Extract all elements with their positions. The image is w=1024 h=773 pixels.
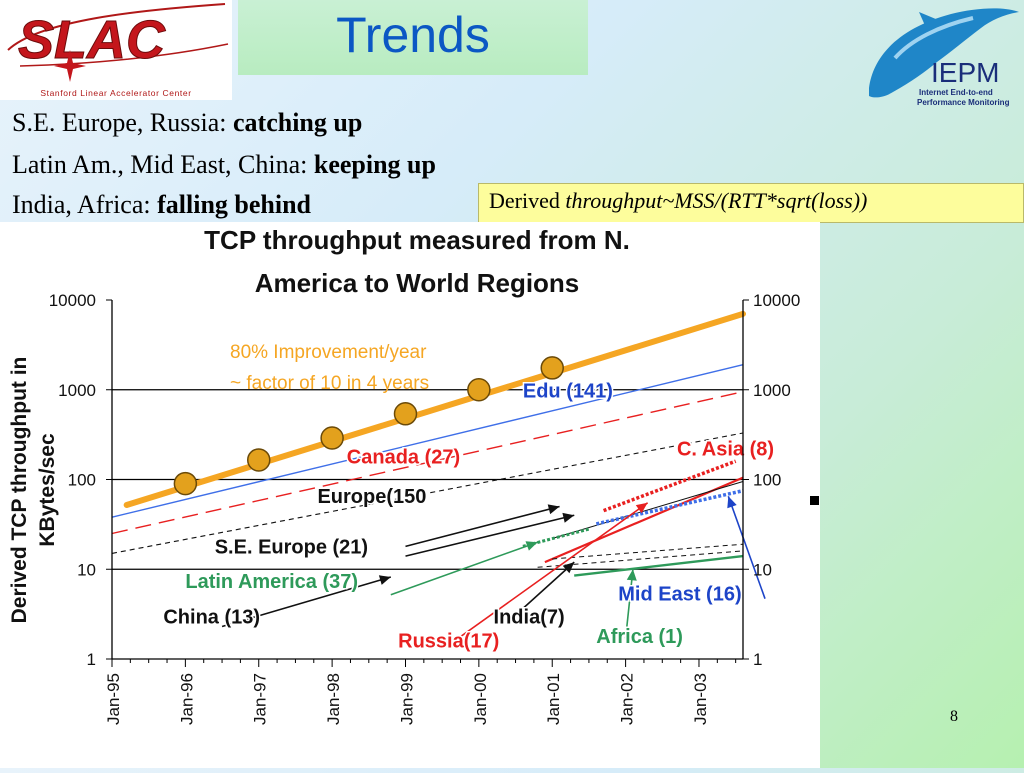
page-title: Trends (336, 7, 490, 63)
formula-italic: throughput~MSS/(RTT*sqrt(loss)) (565, 188, 868, 213)
bullet-2-prefix: Latin Am., Mid East, China: (12, 150, 314, 179)
arrow-head-europe-150 (547, 504, 560, 515)
bullet-3-prefix: India, Africa: (12, 190, 158, 219)
y-tick-right-10000: 10000 (753, 291, 800, 310)
slac-logo: SLAC Stanford Linear Accelerator Center (0, 0, 232, 100)
trend-point-5 (467, 378, 491, 402)
bullet-line-2: Latin Am., Mid East, China: keeping up (12, 150, 436, 180)
series-label-edu-141: Edu (141) (523, 380, 613, 402)
series-label-c-asia-8: C. Asia (8) (677, 439, 774, 461)
arrow-line-mid-east-16 (727, 496, 766, 599)
trend-point-1 (173, 471, 198, 496)
formula-box: Derived throughput~MSS/(RTT*sqrt(loss)) (478, 183, 1024, 223)
series-line-s-e-europe-21 (552, 481, 744, 539)
bullet-2-emph: keeping up (313, 150, 436, 179)
bullet-line-3: India, Africa: falling behind (12, 190, 311, 220)
arrow-line-india-7 (507, 561, 575, 623)
series-line-c-asia-8 (602, 459, 737, 513)
arrow-line-latin-america-37 (390, 541, 538, 596)
chart-title-line-1: TCP throughput measured from N. (204, 225, 630, 255)
trend-point-3 (320, 426, 344, 450)
arrow-line-china-13 (221, 576, 392, 628)
series-label-europe-150: Europe(150 (317, 486, 426, 508)
series-label-china-13: China (13) (163, 606, 260, 628)
arrow-head-mid-east-16 (727, 496, 737, 509)
series-label-latin-america-37: Latin America (37) (185, 571, 358, 593)
x-tick-jan-95: Jan-95 (104, 673, 123, 725)
arrow-head-africa-1 (626, 569, 637, 581)
arrow-line-s-e-europe-21 (405, 514, 575, 557)
series-line-canada-27 (111, 391, 744, 535)
y-tick-right-1: 1 (753, 650, 762, 669)
title-box: Trends (238, 0, 588, 75)
trend-point-2 (246, 448, 271, 472)
x-tick-jan-02: Jan-02 (618, 673, 637, 725)
series-line-edu-141 (111, 364, 744, 518)
trend-label-line-1: 80% Improvement/year (230, 342, 427, 363)
y-tick-left-100: 100 (68, 471, 96, 490)
series-label-india-7: India(7) (494, 606, 565, 628)
series-label-canada-27: Canada (27) (347, 447, 460, 469)
series-label-africa-1: Africa (1) (596, 626, 683, 648)
y-axis-label-line-2: KBytes/sec (36, 433, 59, 547)
series-label-russia-17: Russia(17) (398, 630, 499, 652)
slac-swoosh (7, 3, 226, 51)
iepm-logo: IEPM Internet End-to-end Performance Mon… (855, 0, 1024, 110)
series-line-europe-150 (111, 432, 744, 554)
star-icon (54, 50, 86, 82)
y-tick-left-10: 10 (77, 560, 96, 579)
iepm-subtitle-1: Internet End-to-end (919, 88, 993, 97)
x-tick-jan-97: Jan-97 (251, 673, 270, 725)
chart-title-line-2: America to World Regions (255, 268, 580, 298)
dolphin-icon (869, 8, 1019, 98)
iepm-subtitle-2: Performance Monitoring (917, 98, 1010, 107)
bullet-1-emph: catching up (233, 108, 363, 137)
formula-prefix: Derived (489, 188, 566, 213)
y-tick-left-10000: 10000 (49, 291, 96, 310)
y-tick-left-1: 1 (87, 650, 96, 669)
x-tick-jan-00: Jan-00 (471, 673, 490, 725)
slac-swoosh-lower (19, 43, 229, 67)
slide-bullet (810, 496, 819, 505)
slac-subtitle: Stanford Linear Accelerator Center (40, 88, 191, 98)
trend-line (123, 310, 746, 508)
y-axis-label-line-1: Derived TCP throughput in (8, 357, 31, 624)
x-tick-jan-03: Jan-03 (691, 673, 710, 725)
bullet-3-emph: falling behind (157, 190, 312, 219)
trend-point-6 (540, 356, 564, 380)
series-line-africa-1 (574, 554, 744, 577)
arrow-line-russia-17 (449, 502, 649, 646)
y-tick-left-1000: 1000 (58, 381, 96, 400)
arrow-line-europe-150 (405, 505, 560, 548)
series-line-india-7 (537, 550, 744, 568)
arrow-head-latin-america-37 (525, 541, 538, 551)
x-tick-jan-99: Jan-99 (397, 673, 416, 725)
trend-label-line-2: ~ factor of 10 in 4 years (230, 373, 429, 394)
page-number: 8 (950, 708, 958, 725)
y-tick-right-100: 100 (753, 471, 781, 490)
y-tick-right-10: 10 (753, 560, 772, 579)
chart-area: TCP throughput measured from N. America … (0, 222, 820, 768)
series-line-mid-east-16 (595, 488, 744, 526)
y-tick-right-1000: 1000 (753, 381, 791, 400)
series-label-mid-east-16: Mid East (16) (618, 583, 741, 605)
arrow-head-s-e-europe-21 (562, 512, 575, 523)
x-tick-jan-98: Jan-98 (324, 673, 343, 725)
arrow-head-china-13 (378, 575, 391, 585)
chart-svg: TCP throughput measured from N. America … (8, 225, 800, 725)
arrow-head-russia-17 (635, 502, 648, 514)
bullet-1-prefix: S.E. Europe, Russia: (12, 108, 233, 137)
bullet-line-1: S.E. Europe, Russia: catching up (12, 108, 362, 138)
iepm-logo-text: IEPM (931, 57, 999, 88)
series-label-s-e-europe-21: S.E. Europe (21) (215, 536, 368, 558)
slac-logo-text: SLAC (18, 10, 166, 70)
series-line-china-13 (552, 543, 744, 560)
trend-point-4 (393, 402, 418, 426)
arrow-head-india-7 (562, 562, 575, 574)
x-tick-jan-01: Jan-01 (544, 673, 563, 725)
x-tick-jan-96: Jan-96 (177, 673, 196, 725)
arrow-line-africa-1 (624, 569, 634, 639)
